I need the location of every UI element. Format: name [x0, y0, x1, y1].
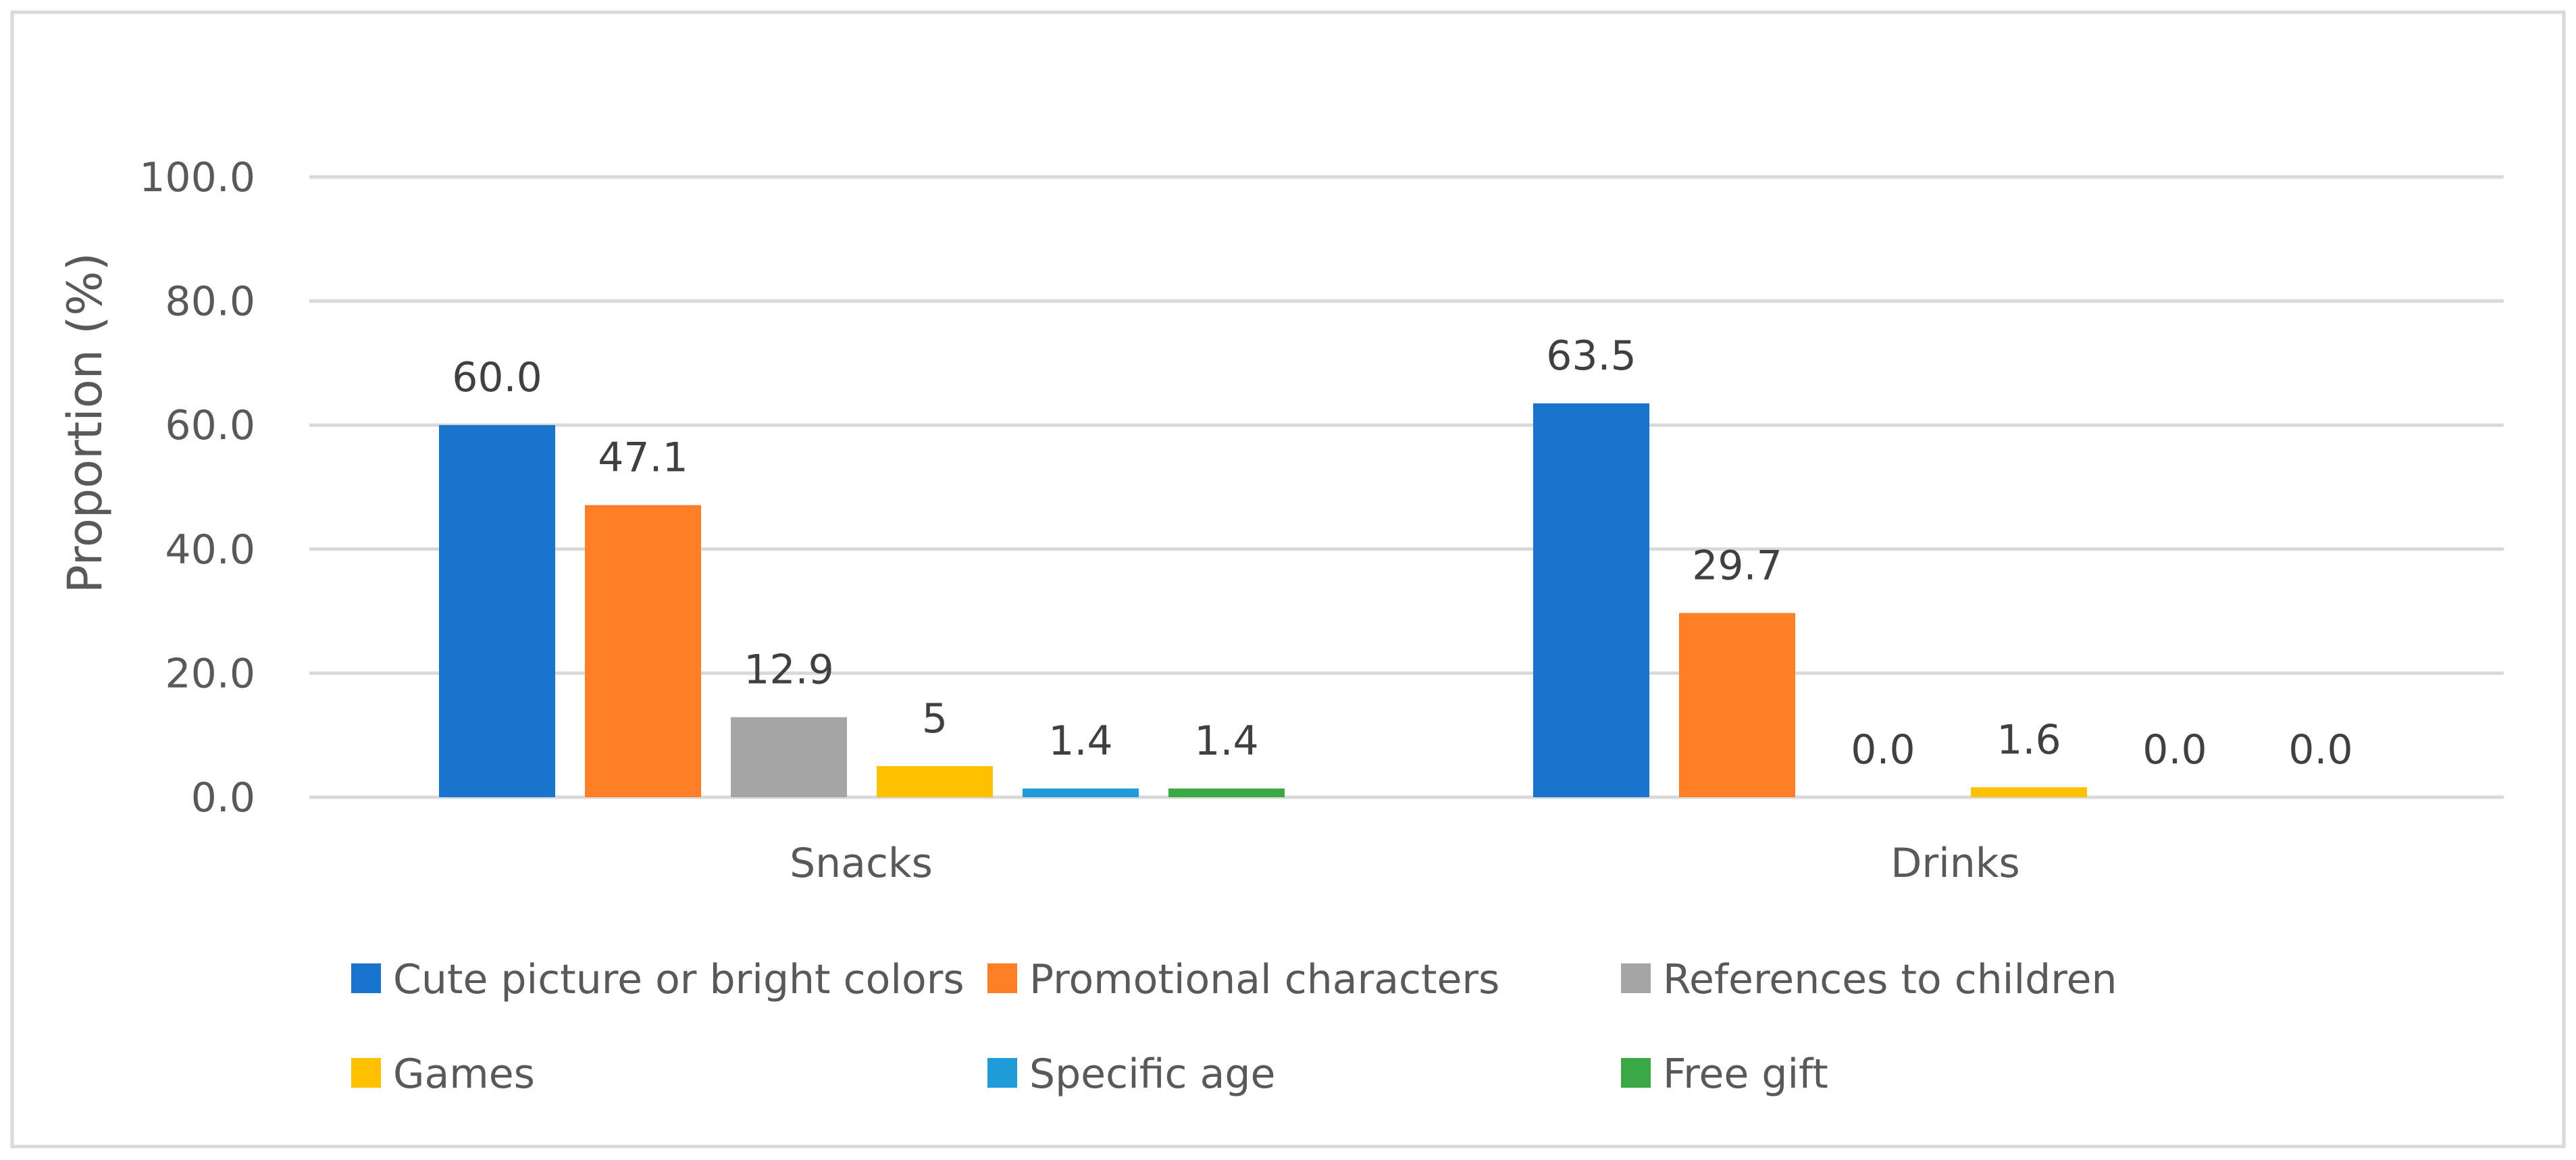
bar: [1679, 613, 1795, 797]
legend-swatch: [351, 963, 381, 993]
legend: Cute picture or bright colors Promotional…: [351, 956, 2117, 1098]
data-label: 29.7: [1692, 542, 1782, 589]
bar: [1971, 787, 2087, 797]
legend-swatch: [1621, 1058, 1651, 1088]
bars: [439, 403, 2087, 797]
data-label: 1.4: [1048, 717, 1112, 765]
data-labels: 60.0 47.1 12.9 5 1.4 1.4 63.5 29.7 0.0 1.6 0.0 0.0: [452, 332, 2353, 774]
bar: [731, 717, 847, 797]
bar: [585, 505, 701, 797]
data-label: 47.1: [598, 434, 688, 482]
y-axis-ticks: 0.0 20.0 40.0 60.0 80.0 100.0: [139, 154, 255, 822]
y-axis-label: Proportion (%): [57, 253, 113, 594]
data-label: 63.5: [1546, 332, 1637, 380]
legend-label: References to children: [1663, 956, 2117, 1003]
legend-item: Specific age: [987, 1051, 1275, 1098]
x-category-label: Drinks: [1890, 840, 2020, 887]
legend-label: Games: [393, 1051, 535, 1098]
data-label: 0.0: [1851, 726, 1915, 774]
legend-item: Cute picture or bright colors: [351, 956, 964, 1003]
legend-label: Cute picture or bright colors: [393, 956, 964, 1003]
legend-label: Free gift: [1663, 1051, 1828, 1098]
legend-swatch: [987, 963, 1017, 993]
data-label: 1.6: [1997, 716, 2061, 763]
data-label: 0.0: [2142, 726, 2207, 774]
legend-swatch: [987, 1058, 1017, 1088]
legend-swatch: [1621, 963, 1651, 993]
bar: [1168, 788, 1285, 797]
data-label: 12.9: [744, 647, 834, 694]
bar: [877, 766, 993, 797]
data-label: 1.4: [1194, 717, 1258, 765]
bar: [1533, 403, 1649, 797]
legend-item: References to children: [1621, 956, 2117, 1003]
legend-item: Games: [351, 1051, 535, 1098]
y-tick-label: 0.0: [191, 774, 255, 822]
legend-label: Specific age: [1029, 1051, 1275, 1098]
legend-label: Promotional characters: [1029, 956, 1499, 1003]
bar: [1023, 788, 1139, 797]
x-category-label: Snacks: [790, 840, 933, 887]
legend-swatch: [351, 1058, 381, 1088]
data-label: 0.0: [2288, 726, 2352, 774]
legend-item: Free gift: [1621, 1051, 1828, 1098]
y-tick-label: 20.0: [165, 650, 255, 697]
bar: [439, 425, 555, 797]
data-label: 5: [922, 695, 948, 742]
chart-border: [10, 10, 2566, 1149]
x-axis-categories: Snacks Drinks: [790, 840, 2020, 887]
y-tick-label: 40.0: [165, 526, 255, 574]
y-tick-label: 80.0: [165, 278, 255, 326]
legend-item: Promotional characters: [987, 956, 1499, 1003]
y-tick-label: 60.0: [165, 402, 255, 449]
data-label: 60.0: [452, 354, 542, 401]
y-tick-label: 100.0: [139, 154, 255, 201]
